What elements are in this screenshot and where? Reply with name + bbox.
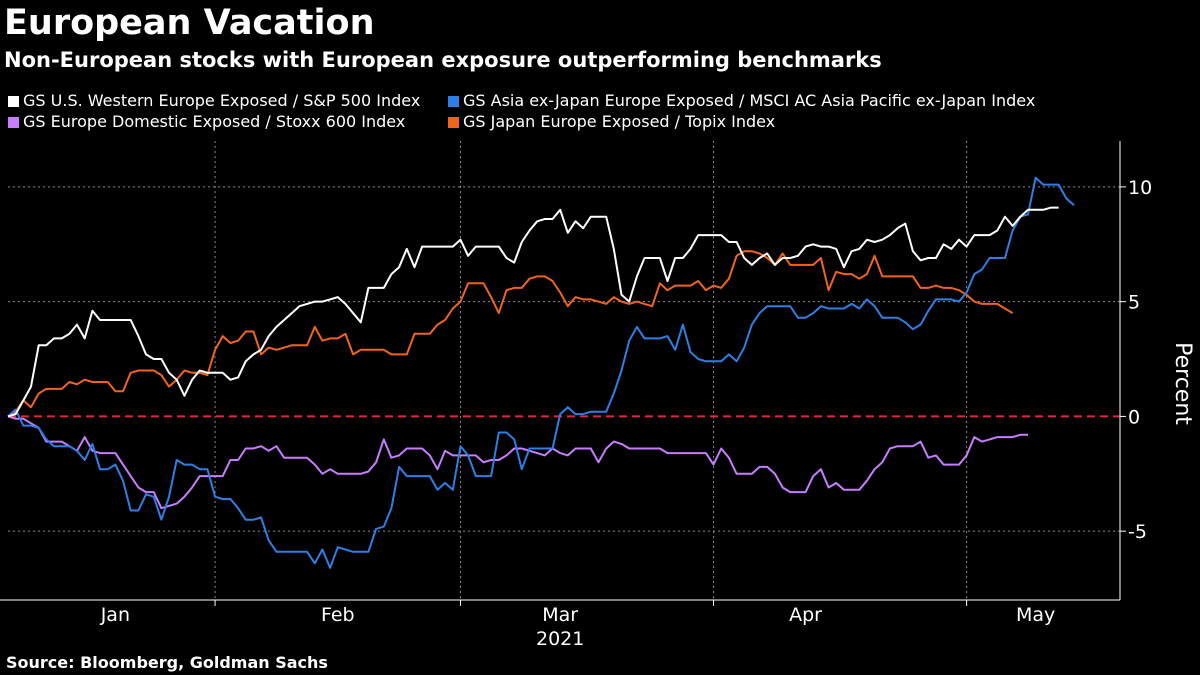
source-note: Source: Bloomberg, Goldman Sachs bbox=[6, 653, 328, 672]
legend-label-asia-ex-japan: GS Asia ex-Japan Europe Exposed / MSCI A… bbox=[463, 91, 1036, 110]
y-axis-ticks: 10 5 0 -5 bbox=[1120, 177, 1152, 543]
legend-item-europe-domestic: GS Europe Domestic Exposed / Stoxx 600 I… bbox=[8, 111, 405, 132]
legend-label-us-western-europe: GS U.S. Western Europe Exposed / S&P 500… bbox=[23, 91, 421, 110]
legend-swatch-japan-europe bbox=[448, 117, 459, 128]
legend-swatch-asia-ex-japan bbox=[448, 96, 459, 107]
series-line-2 bbox=[7, 415, 1028, 510]
legend-item-us-western-europe: GS U.S. Western Europe Exposed / S&P 500… bbox=[8, 90, 420, 111]
x-axis-ticks: Jan Feb Mar Apr May bbox=[100, 600, 1055, 626]
legend-item-asia-ex-japan: GS Asia ex-Japan Europe Exposed / MSCI A… bbox=[448, 90, 1035, 111]
legend-swatch-us-western-europe bbox=[8, 96, 19, 107]
y-tick-label-2: 0 bbox=[1128, 406, 1140, 428]
series-line-1 bbox=[7, 176, 1075, 569]
x-tick-label-apr: Apr bbox=[789, 604, 822, 626]
x-axis-year-label: 2021 bbox=[536, 628, 584, 650]
chart-title: European Vacation bbox=[4, 3, 375, 43]
legend-label-japan-europe: GS Japan Europe Exposed / Topix Index bbox=[463, 112, 776, 131]
series-line-0 bbox=[7, 206, 1059, 418]
y-tick-label-0: 10 bbox=[1128, 177, 1152, 199]
grid-lines bbox=[8, 141, 1120, 600]
legend-label-europe-domestic: GS Europe Domestic Exposed / Stoxx 600 I… bbox=[23, 112, 406, 131]
chart-subtitle: Non-European stocks with European exposu… bbox=[4, 48, 882, 72]
y-tick-label-3: -5 bbox=[1128, 521, 1147, 543]
y-tick-label-1: 5 bbox=[1128, 292, 1140, 314]
legend-item-japan-europe: GS Japan Europe Exposed / Topix Index bbox=[448, 111, 775, 132]
x-tick-label-feb: Feb bbox=[321, 604, 355, 626]
x-tick-label-jan: Jan bbox=[100, 604, 130, 626]
series-line-3 bbox=[7, 250, 1014, 418]
y-axis-label: Percent bbox=[1170, 342, 1195, 425]
x-tick-label-may: May bbox=[1016, 604, 1055, 626]
x-tick-label-mar: Mar bbox=[542, 604, 578, 626]
series-lines bbox=[7, 176, 1075, 569]
legend-swatch-europe-domestic bbox=[8, 117, 19, 128]
